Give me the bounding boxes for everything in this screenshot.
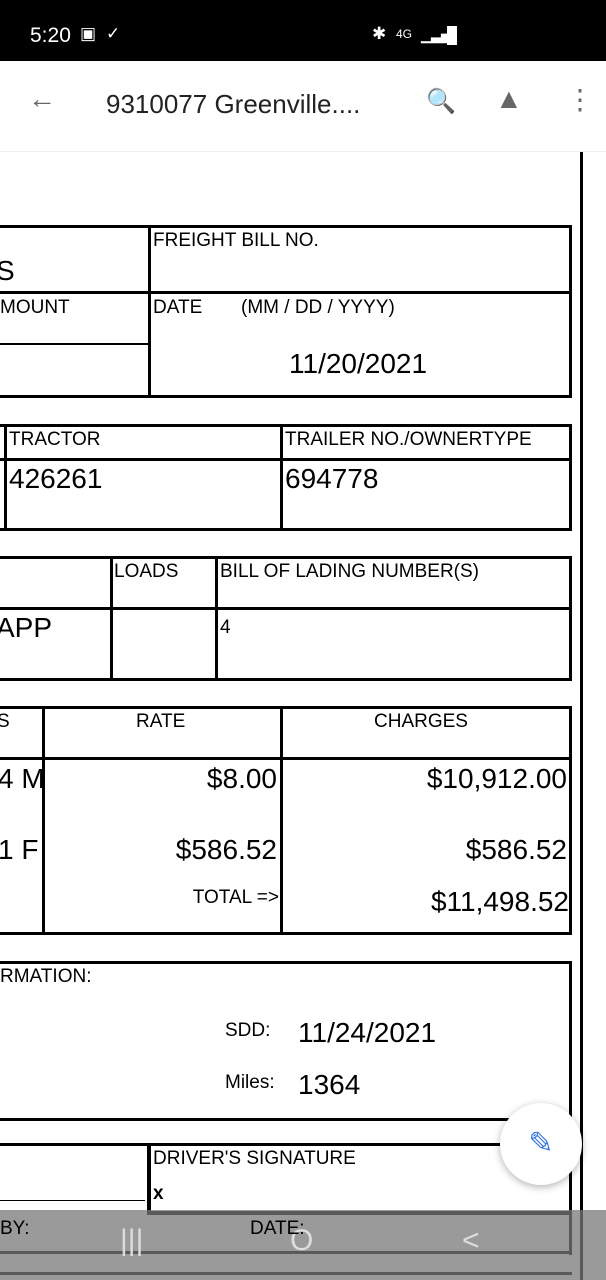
recents-button[interactable]: ||| — [120, 1224, 144, 1257]
battery-icon — [447, 26, 457, 45]
loads-label: LOADS — [114, 561, 179, 582]
home-button[interactable]: O — [290, 1224, 314, 1257]
total-value: $11,498.52 — [430, 886, 569, 917]
status-time: 5:20 — [30, 24, 71, 47]
more-vert-icon[interactable]: ⋮ — [566, 84, 594, 115]
information-label: RMATION: — [0, 966, 92, 987]
status-bar: 5:20 ▣ ✓ ✱ 4G ▁▃▅ — [0, 0, 606, 61]
trailer-label: TRAILER NO./OWNERTYPE — [285, 429, 532, 450]
date2-label: DATE: — [250, 1218, 305, 1239]
row-rate: $8.00 — [206, 763, 277, 794]
app-bar: ← 9310077 Greenville.... 🔍 ▲ ⋮ — [0, 61, 606, 152]
navigation-bar: ||| O < — [0, 1210, 606, 1280]
date-label: DATE — [153, 297, 203, 318]
back-button[interactable]: < — [462, 1224, 480, 1257]
freight-bill-label: FREIGHT BILL NO. — [153, 230, 319, 251]
bol-label: BILL OF LADING NUMBER(S) — [220, 561, 480, 582]
network-type: 4G — [396, 27, 413, 41]
image-notification-icon: ▣ — [80, 24, 97, 43]
app-partial: APP — [0, 612, 53, 643]
driver-signature-label: DRIVER'S SIGNATURE — [153, 1148, 356, 1169]
signature-x: x — [153, 1183, 164, 1204]
pdf-document[interactable] — [0, 152, 606, 1280]
miles-label: Miles: — [225, 1072, 275, 1093]
charges-header: CHARGES — [374, 711, 468, 732]
trailer-value: 694778 — [285, 463, 379, 494]
row-rate: $586.52 — [175, 834, 277, 865]
miles-value: 1364 — [298, 1069, 361, 1100]
sdd-label: SDD: — [225, 1020, 271, 1041]
find-in-file-icon[interactable]: 🔍 — [426, 88, 456, 115]
row-unit: 1 F — [0, 834, 39, 865]
sdd-value: 11/24/2021 — [298, 1017, 437, 1048]
signal-icon: ▁▃▅ — [421, 28, 451, 43]
by-label: BY: — [0, 1218, 30, 1239]
partial-text: S — [0, 255, 15, 286]
tractor-value: 426261 — [9, 463, 103, 494]
date-value: 11/20/2021 — [289, 348, 428, 379]
row-charge: $10,912.00 — [426, 763, 567, 794]
tractor-label: TRACTOR — [9, 429, 101, 450]
download-done-icon: ✓ — [106, 24, 121, 43]
document-title: 9310077 Greenville.... — [106, 89, 361, 119]
page-edge — [580, 152, 583, 1280]
bol-value: 4 — [220, 617, 231, 638]
row-charge: $586.52 — [465, 834, 567, 865]
pencil-icon: ✎ — [528, 1127, 554, 1160]
rate-header: RATE — [136, 711, 186, 732]
arrow-left-icon[interactable]: ← — [28, 83, 56, 114]
col-partial: S — [0, 711, 10, 732]
edit-fab-button[interactable]: ✎ — [500, 1103, 582, 1185]
date-format: (MM / DD / YYYY) — [241, 297, 395, 318]
row-unit: 4 M — [0, 763, 45, 794]
amount-label: MOUNT — [0, 297, 70, 318]
total-label: TOTAL => — [192, 887, 279, 908]
add-to-drive-icon[interactable]: ▲ — [495, 83, 523, 114]
bluetooth-icon: ✱ — [372, 24, 387, 43]
